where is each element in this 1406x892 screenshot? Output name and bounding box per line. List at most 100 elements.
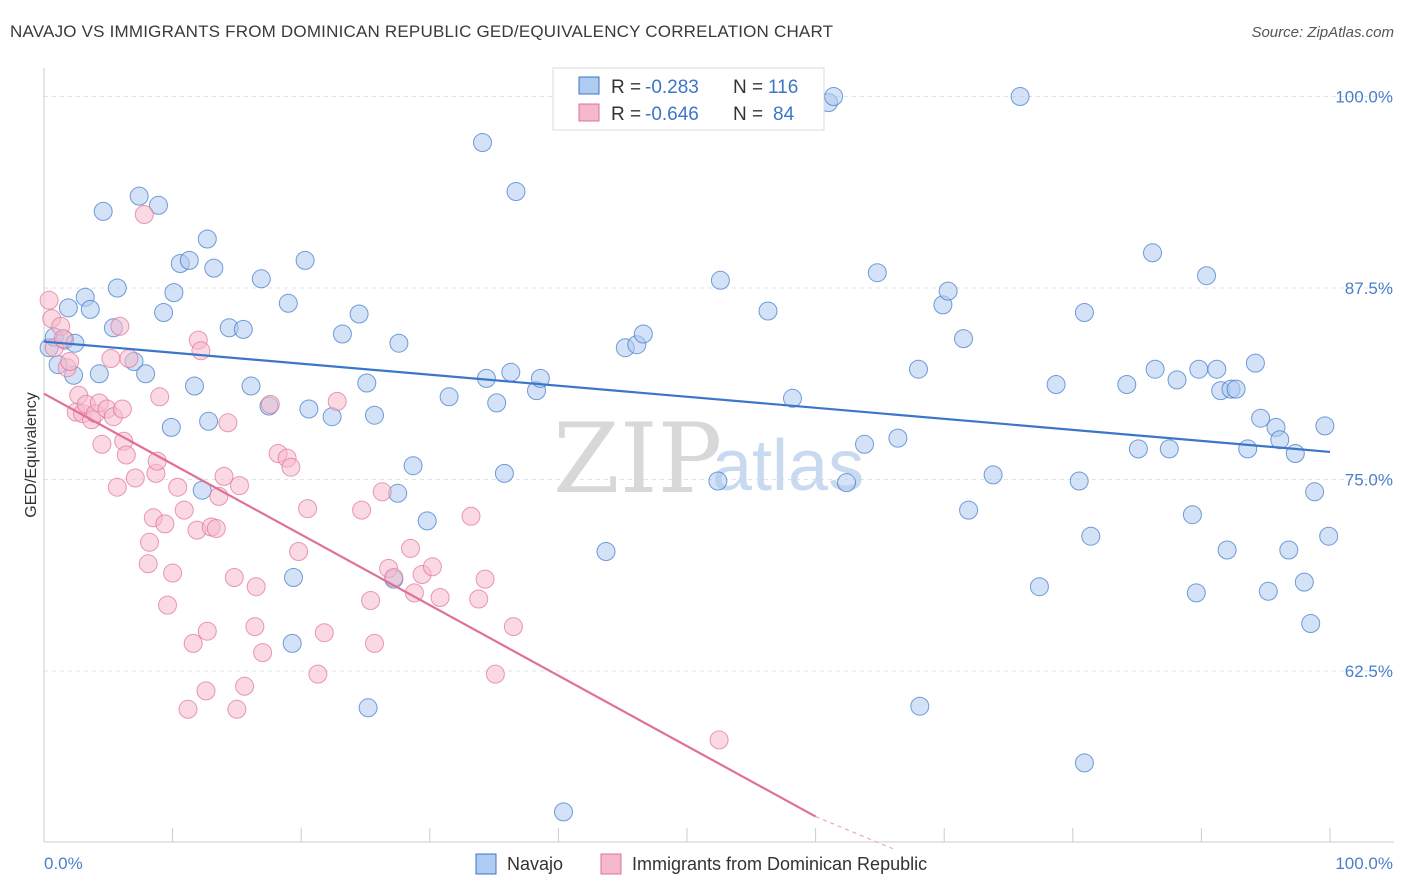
legend-r-value-1: -0.283 — [645, 77, 699, 98]
navajo-point-35 — [295, 250, 315, 270]
navajo-point-29 — [241, 376, 261, 396]
dominican-point-0 — [39, 290, 59, 310]
dominican-point-48 — [218, 413, 238, 433]
navajo-point-10 — [93, 201, 113, 221]
legend-n-value-1: 116 — [768, 77, 798, 98]
navajo-point-92 — [1159, 439, 1179, 459]
dominican-point-79 — [485, 664, 505, 684]
navajo-point-40 — [357, 373, 377, 393]
navajo-point-58 — [596, 542, 616, 561]
navajo-point-100 — [1217, 540, 1237, 560]
navajo-point-33 — [282, 633, 302, 653]
navajo-point-113 — [1305, 482, 1325, 502]
dominican-point-52 — [235, 676, 255, 696]
dominican-point-16 — [101, 349, 121, 368]
navajo-point-17 — [154, 303, 174, 322]
y-tick-label-2: 75.0% — [1345, 471, 1393, 490]
navajo-point-39 — [349, 304, 369, 324]
navajo-point-14 — [129, 186, 149, 206]
navajo-point-25 — [199, 411, 219, 431]
navajo-point-102 — [1226, 379, 1246, 399]
navajo-point-106 — [1258, 581, 1278, 601]
navajo-point-61 — [633, 324, 653, 344]
x-tick-label-0: 0.0% — [44, 854, 83, 873]
dominican-point-62 — [308, 664, 328, 684]
dominican-point-56 — [260, 394, 280, 414]
navajo-point-8 — [80, 299, 100, 319]
navajo-point-97 — [1197, 266, 1216, 286]
navajo-point-114 — [1315, 416, 1335, 436]
navajo-point-81 — [1010, 87, 1030, 106]
navajo-point-42 — [365, 405, 384, 425]
navajo-point-96 — [1189, 359, 1209, 379]
dominican-point-81 — [709, 730, 729, 750]
dominican-point-51 — [230, 476, 249, 496]
legend-r-label-1: R = — [611, 77, 641, 98]
y-tick-label-3: 62.5% — [1345, 662, 1393, 681]
navajo-point-91 — [1145, 359, 1165, 379]
navajo-point-46 — [403, 456, 423, 476]
navajo-point-74 — [909, 359, 928, 379]
y-tick-labels: 100.0% 87.5% 75.0% 62.5% — [1335, 88, 1393, 682]
navajo-point-73 — [888, 428, 908, 448]
dominican-point-32 — [155, 514, 175, 534]
navajo-point-53 — [501, 362, 521, 382]
navajo-point-112 — [1301, 614, 1321, 633]
navajo-point-12 — [107, 278, 127, 298]
navajo-point-63 — [708, 471, 728, 491]
navajo-point-85 — [1074, 303, 1094, 322]
navajo-point-38 — [332, 324, 352, 344]
y-tick-label-1: 87.5% — [1345, 279, 1393, 298]
navajo-point-87 — [1081, 526, 1101, 546]
navajo-point-48 — [439, 387, 459, 407]
dominican-point-47 — [214, 466, 234, 486]
dominican-point-75 — [430, 588, 450, 607]
navajo-point-69 — [824, 87, 844, 106]
navajo-point-51 — [487, 393, 507, 413]
navajo-point-98 — [1207, 359, 1227, 379]
dominican-point-67 — [365, 633, 384, 653]
dominican-point-66 — [361, 591, 381, 610]
dominican-point-49 — [224, 568, 244, 587]
navajo-point-78 — [954, 329, 973, 349]
bottom-legend-dominican: Immigrants from Dominican Republic — [632, 854, 927, 874]
dominican-point-41 — [191, 341, 211, 361]
dominican-point-35 — [168, 477, 188, 497]
navajo-point-22 — [185, 376, 204, 396]
navajo-point-41 — [358, 698, 378, 718]
navajo-point-95 — [1186, 583, 1206, 603]
navajo-point-75 — [910, 696, 930, 716]
legend-r-label-2: R = — [611, 104, 641, 125]
navajo-point-26 — [204, 258, 224, 278]
navajo-point-104 — [1245, 353, 1265, 373]
navajo-point-115 — [1319, 526, 1339, 546]
dominican-point-22 — [116, 445, 136, 465]
trend-lines — [43, 340, 1331, 850]
navajo-point-54 — [506, 182, 526, 201]
dominican-point-23 — [119, 349, 139, 368]
dominican-point-78 — [475, 569, 495, 589]
navajo-trend-line — [43, 340, 1331, 454]
dominican-point-19 — [110, 316, 130, 336]
navajo-point-30 — [251, 269, 271, 289]
x-tick-labels: 0.0% 100.0% — [43, 828, 1393, 873]
navajo-point-83 — [1046, 375, 1066, 394]
dominican-point-27 — [140, 532, 159, 552]
navajo-point-52 — [494, 463, 514, 483]
navajo-point-103 — [1238, 439, 1258, 459]
navajo-point-67 — [783, 388, 802, 408]
stats-legend: R = -0.283 N = 116 R = -0.646 N = 84 — [552, 67, 825, 131]
navajo-point-21 — [179, 250, 199, 270]
legend-swatch-navajo — [578, 76, 600, 95]
dominican-point-64 — [327, 391, 347, 411]
navajo-point-88 — [1117, 375, 1137, 394]
dominican-point-54 — [246, 577, 266, 597]
navajo-point-45 — [389, 333, 409, 353]
navajo-point-4 — [58, 298, 78, 318]
navajo-point-80 — [983, 465, 1003, 485]
navajo-point-70 — [837, 473, 856, 493]
dominican-point-50 — [227, 699, 247, 719]
series-legend: Navajo Immigrants from Dominican Republi… — [475, 853, 927, 875]
watermark: ZIP atlas — [553, 403, 864, 515]
